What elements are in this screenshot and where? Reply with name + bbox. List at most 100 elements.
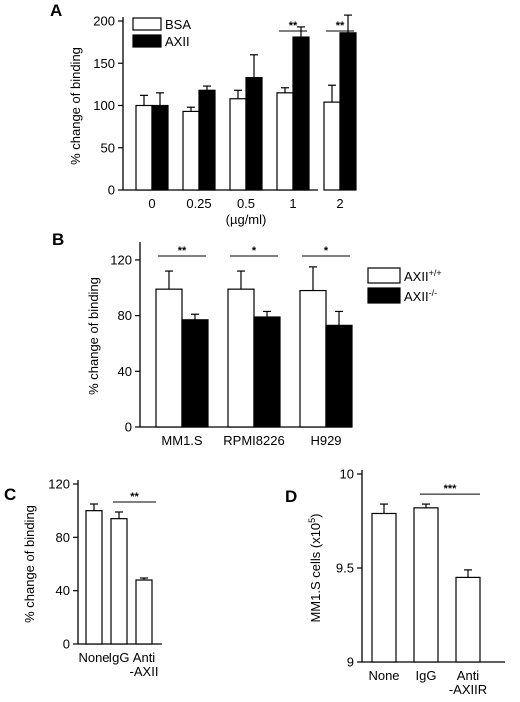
y-tick-label: 0 (63, 637, 70, 652)
bar (182, 110, 200, 191)
x-tick-label: RPMI8226 (223, 433, 284, 448)
y-tick-label: 200 (93, 14, 115, 29)
legend-label: AXII+/+ (404, 268, 442, 284)
legend-label-sup: -/- (429, 288, 438, 298)
y-tick-label: 150 (93, 56, 115, 71)
x-tick-label: None (368, 668, 399, 683)
y-tick-label: 50 (101, 140, 115, 155)
x-tick-label: 1 (289, 196, 296, 211)
x-tick-label: IgG (109, 650, 130, 665)
bar (413, 507, 439, 663)
significance-label: ** (130, 491, 139, 503)
x-tick-label-line: 0 (148, 196, 155, 211)
legend-label-sup: +/+ (429, 268, 442, 278)
panel-letter: B (52, 230, 64, 249)
y-axis-label: MM1.S cells (x105) (307, 513, 323, 622)
panel-a: A 0 50 100 150 200 % change of binding 0 0.25 0.5… (50, 1, 357, 227)
y-tick-label: 40 (56, 583, 70, 598)
y-tick-label: 100 (93, 98, 115, 113)
panel-letter: A (50, 1, 62, 20)
bar (110, 518, 128, 645)
bar (227, 288, 255, 428)
legend-label: AXII (165, 34, 190, 49)
bar (292, 36, 310, 191)
x-tick-label-line: Anti (457, 668, 480, 683)
x-tick-label-line: Anti (133, 650, 156, 665)
bar (245, 77, 263, 191)
x-tick-label-line: -AXIIR (449, 682, 487, 697)
panel-letter: C (4, 485, 16, 504)
panel-d: D 9 9.5 10 MM1.S cells (x105) None IgG Anti -AXI… (285, 467, 505, 697)
significance-label: ** (178, 245, 187, 257)
x-tick-label: 0.25 (186, 196, 211, 211)
x-tick-label-line: 0.5 (237, 196, 255, 211)
y-axis-label-base: MM1.S cells (x10 (308, 523, 323, 623)
legend-label: BSA (165, 17, 191, 32)
x-tick-label-line: None (78, 650, 109, 665)
bar (299, 289, 327, 428)
x-tick-label: H929 (310, 433, 341, 448)
bar (85, 510, 103, 645)
y-tick-label: 0 (108, 183, 115, 198)
x-tick-label-line: RPMI8226 (223, 433, 284, 448)
bar (229, 98, 247, 191)
y-tick-label: 40 (118, 364, 132, 379)
x-tick-label: None (78, 650, 109, 665)
x-tick-label: IgG (416, 668, 437, 683)
bar (323, 101, 341, 191)
legend-swatch (367, 287, 401, 304)
x-tick-label: Anti -AXII (130, 650, 159, 679)
y-tick-label: 120 (110, 252, 132, 267)
bar (276, 92, 294, 191)
y-axis-label-end: ) (308, 513, 323, 517)
bar (155, 288, 183, 428)
y-tick-label: 0 (125, 420, 132, 435)
bar (135, 104, 153, 191)
y-tick-label: 9.5 (336, 561, 354, 576)
x-tick-label-line: IgG (416, 668, 437, 683)
significance-label: ** (336, 20, 345, 32)
significance-label: ** (289, 20, 298, 32)
y-tick-label: 80 (56, 530, 70, 545)
x-tick-label-line: H929 (310, 433, 341, 448)
legend-label-base: AXII (404, 269, 429, 284)
significance-label: * (252, 245, 257, 257)
x-axis-label: (µg/ml) (226, 212, 267, 227)
y-tick-label: 9 (347, 655, 354, 670)
legend-label: AXII-/- (404, 288, 437, 304)
x-tick-label: 0 (148, 196, 155, 211)
bar (135, 579, 153, 645)
x-tick-label-line: IgG (109, 650, 130, 665)
y-axis-label: % change of binding (22, 505, 37, 623)
y-axis-label: % change of binding (68, 47, 83, 165)
x-tick-label: 0.5 (237, 196, 255, 211)
y-axis-label-sup: 5 (307, 518, 317, 523)
y-tick-label: 10 (340, 467, 354, 482)
bar (198, 89, 216, 191)
x-tick-label: 2 (336, 196, 343, 211)
bar (151, 104, 169, 191)
y-axis-label: % change of binding (86, 277, 101, 395)
panel-letter: D (285, 487, 297, 506)
panel-b: B 0 40 80 120 % change of binding MM1.S RPMI822… (52, 230, 442, 448)
x-tick-label-line: MM1.S (161, 433, 203, 448)
x-tick-label: Anti -AXIIR (449, 668, 487, 697)
bar (325, 324, 353, 428)
bar (455, 576, 481, 663)
x-tick-label-line: -AXII (130, 664, 159, 679)
y-tick-label: 120 (48, 477, 70, 492)
legend-label-base: AXII (404, 289, 429, 304)
bar (253, 316, 281, 428)
y-tick-label: 80 (118, 308, 132, 323)
x-tick-label-line: 2 (336, 196, 343, 211)
x-tick-label: MM1.S (161, 433, 203, 448)
significance-label: * (324, 245, 329, 257)
x-tick-label-line: None (368, 668, 399, 683)
legend-swatch (132, 34, 162, 48)
x-tick-label-line: 0.25 (186, 196, 211, 211)
bar (371, 512, 397, 663)
legend-swatch (132, 17, 162, 31)
legend-swatch (367, 267, 401, 284)
